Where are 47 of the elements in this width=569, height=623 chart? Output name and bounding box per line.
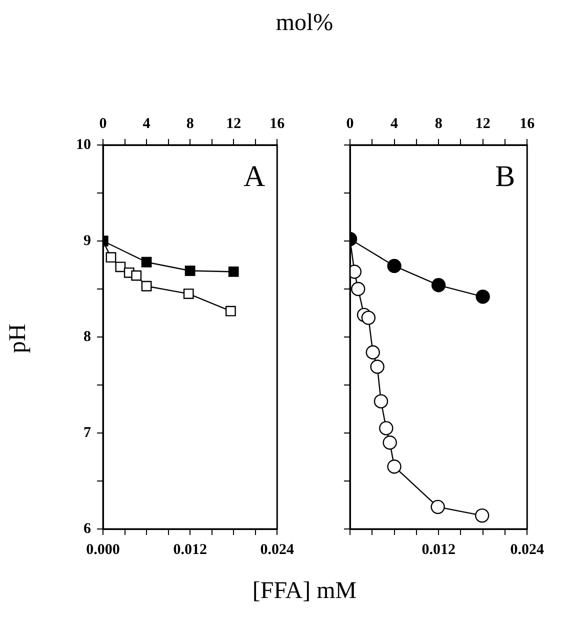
- annotation: B: [495, 160, 516, 193]
- annotation: A: [243, 160, 266, 193]
- x2-axis-title: mol%: [274, 10, 334, 37]
- point: [225, 306, 236, 316]
- point: [141, 280, 152, 292]
- y-tick-label: 9: [84, 232, 91, 249]
- y-tick-label: 6: [84, 520, 92, 537]
- y-tick-label: 10: [76, 136, 91, 153]
- x-tick-label: 0.024: [510, 542, 544, 558]
- x2-tick-label: 8: [434, 116, 442, 132]
- point: [379, 421, 394, 436]
- point: [476, 290, 490, 304]
- x2-tick-label: 8: [186, 116, 194, 132]
- point: [387, 460, 402, 474]
- point: [382, 436, 397, 450]
- x2-tick-label: 4: [142, 116, 151, 132]
- x2-tick-label: 16: [520, 116, 536, 132]
- x-tick-label: 0.012: [173, 542, 207, 558]
- point: [430, 500, 445, 514]
- x2-tick-label: 12: [475, 116, 490, 132]
- x-tick-label: 0.000: [86, 542, 120, 558]
- point: [106, 252, 116, 263]
- point: [366, 345, 380, 360]
- y-axis-title: pH: [5, 324, 32, 354]
- point: [141, 256, 152, 268]
- point: [184, 266, 196, 276]
- point: [351, 282, 366, 296]
- x2-tick-label: 0: [346, 116, 354, 132]
- point: [431, 278, 446, 292]
- point: [387, 258, 402, 274]
- point: [183, 288, 194, 299]
- x2-tick-label: 12: [226, 116, 242, 132]
- x2-tick-label: 4: [390, 116, 399, 132]
- y-tick-label: 8: [84, 328, 91, 345]
- x-tick-label: 0.012: [422, 542, 456, 558]
- point: [370, 360, 384, 374]
- point: [115, 262, 126, 272]
- point: [361, 310, 376, 325]
- x-axis-title: [FFA] mM: [251, 578, 358, 605]
- point: [131, 270, 142, 281]
- x2-tick-label: 0: [99, 116, 107, 132]
- x-tick-label: 0.024: [260, 542, 294, 558]
- point: [475, 508, 490, 523]
- point: [228, 266, 239, 277]
- point: [374, 394, 388, 408]
- y-tick-label: 7: [84, 424, 92, 441]
- x2-tick-label: 16: [270, 116, 286, 132]
